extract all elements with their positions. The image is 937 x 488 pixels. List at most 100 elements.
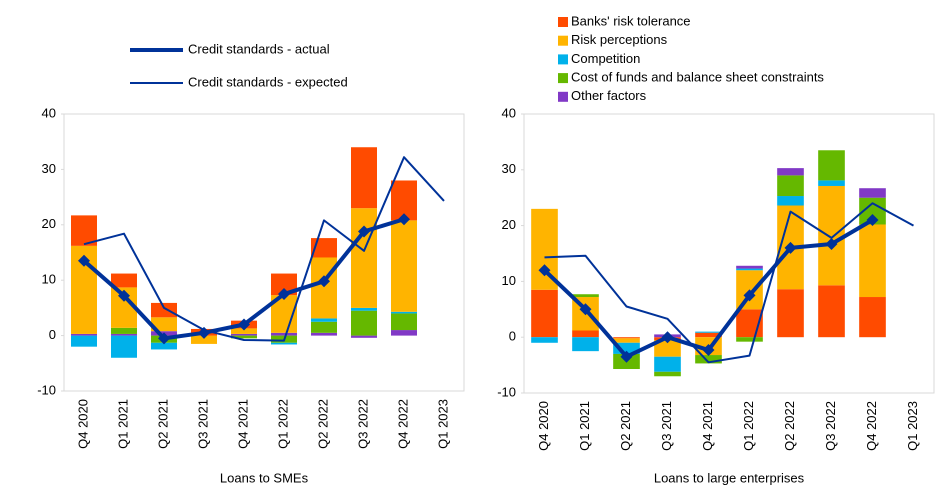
legend-swatch: [558, 17, 568, 27]
x-tick-label: Q4 2020: [75, 399, 90, 449]
bar-segment: [777, 175, 804, 197]
x-tick-label: Q3 2022: [823, 401, 838, 451]
bar-segment: [111, 335, 137, 358]
bar-segment: [736, 337, 763, 342]
bar-segment: [151, 317, 177, 332]
marker: [702, 344, 715, 357]
plot-area: [523, 113, 935, 394]
line: [544, 202, 914, 364]
y-tick-label: 10: [42, 272, 56, 287]
y-tick-label: 30: [42, 161, 56, 176]
y-tick-label: 30: [502, 161, 516, 176]
bar-segment: [654, 371, 681, 377]
x-tick-label: Q1 2021: [115, 399, 130, 449]
bar-segment: [695, 332, 722, 338]
bar-segment: [351, 335, 377, 338]
legend-label: Cost of funds and balance sheet constrai…: [571, 70, 824, 85]
y-tick-label: 40: [42, 105, 56, 120]
bar-segment: [351, 310, 377, 336]
legend-label: Banks' risk tolerance: [571, 13, 691, 28]
bar-segment: [151, 342, 177, 350]
x-tick-label: Q2 2021: [618, 401, 633, 451]
marker: [278, 288, 290, 301]
marker: [538, 264, 551, 277]
marker: [825, 238, 838, 251]
marker: [318, 275, 330, 288]
x-tick-label: Q2 2021: [155, 399, 170, 449]
bar-segment: [859, 297, 886, 338]
bar-segment: [351, 208, 377, 308]
x-tick-label: Q1 2023: [905, 401, 920, 451]
x-tick-label: Q1 2023: [435, 399, 450, 449]
marker: [78, 254, 90, 267]
bar-segment: [859, 224, 886, 298]
x-tick-label: Q4 2021: [235, 399, 250, 449]
legend-label: Other factors: [571, 88, 647, 103]
legend-swatch: [558, 35, 568, 46]
x-tick-label: Q3 2022: [355, 399, 370, 449]
bar-segment: [695, 331, 722, 333]
x-tick-label: Q2 2022: [782, 401, 797, 451]
bar-segment: [231, 335, 257, 339]
bar-segment: [391, 311, 417, 314]
bar-segment: [151, 302, 177, 318]
marker: [743, 289, 756, 302]
x-tick-label: Q1 2022: [741, 401, 756, 451]
bar-segment: [111, 327, 137, 334]
marker: [620, 350, 633, 363]
legend-swatch: [558, 54, 568, 65]
marker: [661, 331, 674, 344]
bar-segment: [311, 321, 337, 333]
marker: [398, 213, 410, 226]
x-tick-label: Q4 2021: [700, 401, 715, 451]
bar-segment: [572, 337, 599, 352]
bar-segment: [777, 196, 804, 206]
y-tick-label: -10: [497, 384, 516, 399]
bar-segment: [311, 257, 337, 319]
x-tick-label: Q4 2020: [536, 401, 551, 451]
bar-segment: [311, 318, 337, 322]
marker: [579, 303, 592, 316]
bar-segment: [613, 337, 640, 339]
marker: [118, 289, 130, 302]
y-tick-label: -10: [37, 382, 56, 397]
bar-segment: [818, 150, 845, 181]
bar-segment: [572, 330, 599, 338]
x-tick-label: Q4 2022: [864, 401, 879, 451]
bar-segment: [818, 180, 845, 186]
bar-segment: [271, 332, 297, 336]
bar-segment: [736, 268, 763, 271]
bar-segment: [71, 215, 97, 246]
bar-segment: [311, 332, 337, 336]
bar-segment: [231, 328, 257, 334]
bar-segment: [736, 265, 763, 269]
bar-segment: [859, 188, 886, 198]
bar-segment: [654, 356, 681, 372]
bar-segment: [391, 313, 417, 331]
bar-segment: [613, 342, 640, 354]
y-tick-label: 20: [502, 217, 516, 232]
marker: [866, 214, 879, 227]
legend-label: Competition: [571, 51, 640, 66]
x-axis-label: Loans to SMEs: [220, 470, 309, 485]
bar-segment: [111, 273, 137, 288]
bar-segment: [271, 273, 297, 296]
bar-segment: [531, 289, 558, 338]
bar-segment: [71, 333, 97, 336]
x-tick-label: Q1 2021: [577, 401, 592, 451]
x-axis-label: Loans to large enterprises: [654, 470, 805, 485]
bar-segment: [818, 185, 845, 286]
legend-label: Credit standards - actual: [188, 41, 330, 56]
plot-area: [63, 113, 465, 392]
y-tick-label: 0: [49, 327, 56, 342]
marker: [784, 241, 797, 254]
bar-segment: [613, 338, 640, 343]
bar-segment: [391, 330, 417, 336]
x-tick-label: Q3 2021: [195, 399, 210, 449]
bar-segment: [777, 289, 804, 338]
bar-segment: [191, 335, 217, 344]
marker: [238, 318, 250, 331]
bar-segment: [654, 339, 681, 357]
bar-segment: [572, 294, 599, 298]
